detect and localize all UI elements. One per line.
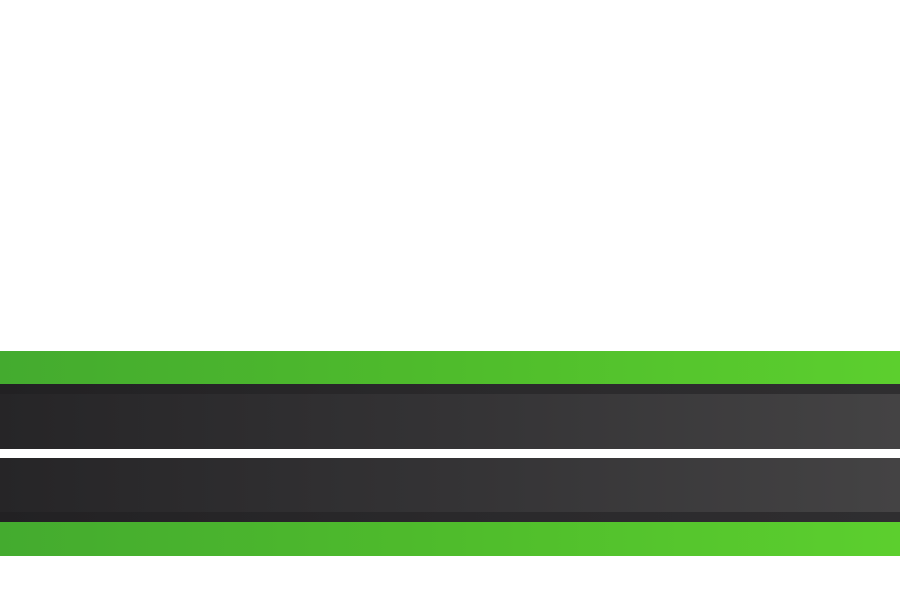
dark-bar-bottom <box>0 458 900 513</box>
green-stripe-top <box>0 351 900 384</box>
green-stripe-bottom <box>0 522 900 556</box>
white-divider <box>0 449 900 458</box>
dark-stripe-top-rim <box>0 384 900 394</box>
dark-stripe-bottom-rim <box>0 512 900 522</box>
dark-bar-top <box>0 394 900 449</box>
